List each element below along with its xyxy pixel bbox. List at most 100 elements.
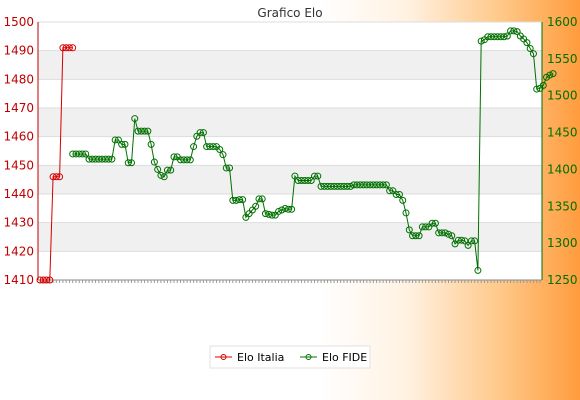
series-point-1 — [180, 156, 188, 164]
series-point-1 — [206, 143, 214, 151]
series-point-1 — [356, 181, 364, 189]
right-tick-label: 1300 — [547, 236, 578, 250]
x-tick-slot — [351, 284, 357, 336]
series-point-1 — [98, 155, 106, 163]
series-point-1 — [409, 232, 417, 240]
series-point-1 — [523, 39, 531, 47]
x-axis-ticks — [39, 280, 543, 336]
series-point-1 — [190, 143, 198, 151]
series-point-1 — [75, 150, 83, 158]
series-point-1 — [72, 150, 80, 158]
x-tick-slot — [233, 284, 239, 336]
series-point-1 — [297, 176, 305, 184]
series-point-1 — [500, 33, 508, 41]
plot-band — [38, 165, 542, 194]
series-point-1 — [444, 230, 452, 238]
x-tick-slot — [213, 284, 219, 336]
series-point-1 — [320, 182, 328, 190]
series-point-1 — [337, 182, 345, 190]
series-point-1 — [252, 202, 260, 210]
plot-band — [38, 222, 542, 252]
legend-label-italia: Elo Italia — [237, 351, 284, 364]
series-point-1 — [360, 181, 368, 189]
x-tick-slot — [468, 284, 474, 336]
left-tick-label: 1440 — [3, 187, 34, 201]
plot-band — [38, 108, 542, 137]
x-tick-slot — [537, 284, 543, 336]
series-point-1 — [490, 33, 498, 41]
right-tick-label: 1350 — [547, 199, 578, 213]
x-tick-slot — [527, 284, 533, 336]
x-tick-slot — [223, 284, 229, 336]
series-point-0 — [43, 276, 51, 284]
x-tick-slot — [449, 284, 455, 336]
series-point-1 — [170, 153, 178, 161]
series-point-1 — [533, 85, 541, 93]
series-point-1 — [258, 195, 266, 203]
series-point-1 — [118, 140, 126, 148]
series-point-1 — [471, 237, 479, 245]
x-tick-slot — [194, 284, 200, 336]
series-point-1 — [405, 226, 413, 234]
series-point-1 — [288, 205, 296, 213]
series-point-1 — [311, 172, 319, 180]
series-point-1 — [431, 219, 439, 227]
right-tick-label: 1400 — [547, 162, 578, 176]
series-point-1 — [333, 182, 341, 190]
series-point-1 — [78, 150, 86, 158]
series-point-0 — [46, 276, 54, 284]
series-point-1 — [232, 196, 240, 204]
right-axis-ticks: 1250 1300 1350 1400 1450 1500 1550 1600 — [547, 15, 578, 287]
series-point-1 — [382, 181, 390, 189]
x-tick-slot — [262, 284, 268, 336]
series-point-1 — [128, 159, 136, 167]
series-point-1 — [428, 219, 436, 227]
series-point-1 — [265, 210, 273, 218]
series-point-1 — [324, 182, 332, 190]
series-point-1 — [92, 155, 100, 163]
x-tick-slot — [184, 284, 190, 336]
left-tick-label: 1480 — [3, 72, 34, 86]
x-tick-slot — [155, 284, 161, 336]
series-point-1 — [167, 166, 175, 174]
series-point-1 — [510, 27, 518, 35]
left-tick-label: 1450 — [3, 158, 34, 172]
series-point-1 — [497, 33, 505, 41]
series-point-1 — [454, 236, 462, 244]
series-point-1 — [186, 156, 194, 164]
series-layer — [36, 27, 557, 284]
series-point-1 — [131, 115, 139, 123]
series-point-1 — [539, 81, 547, 89]
right-tick-label: 1450 — [547, 126, 578, 140]
x-tick-slot — [498, 284, 504, 336]
series-point-1 — [467, 237, 475, 245]
series-point-1 — [226, 164, 234, 172]
series-point-1 — [144, 127, 152, 135]
legend-box — [209, 345, 371, 369]
x-tick-slot — [76, 284, 82, 336]
x-tick-slot — [439, 284, 445, 336]
x-tick-slot — [429, 284, 435, 336]
series-point-1 — [101, 155, 109, 163]
series-point-1 — [418, 223, 426, 231]
series-point-1 — [108, 155, 116, 163]
x-tick-slot — [341, 284, 347, 336]
x-tick-slot — [96, 284, 102, 336]
series-point-1 — [461, 237, 469, 245]
x-tick-slot — [204, 284, 210, 336]
x-tick-slot — [253, 284, 259, 336]
x-tick-slot — [86, 284, 92, 336]
series-point-1 — [327, 182, 335, 190]
series-point-1 — [448, 232, 456, 240]
series-point-1 — [314, 172, 322, 180]
series-point-0 — [49, 173, 57, 181]
series-point-1 — [284, 205, 292, 213]
grid-lines — [38, 21, 542, 281]
series-point-1 — [330, 182, 338, 190]
x-tick-slot — [370, 284, 376, 336]
right-tick-label: 1550 — [547, 52, 578, 66]
series-point-1 — [154, 165, 162, 173]
x-tick-slot — [47, 284, 53, 336]
series-point-1 — [353, 181, 361, 189]
